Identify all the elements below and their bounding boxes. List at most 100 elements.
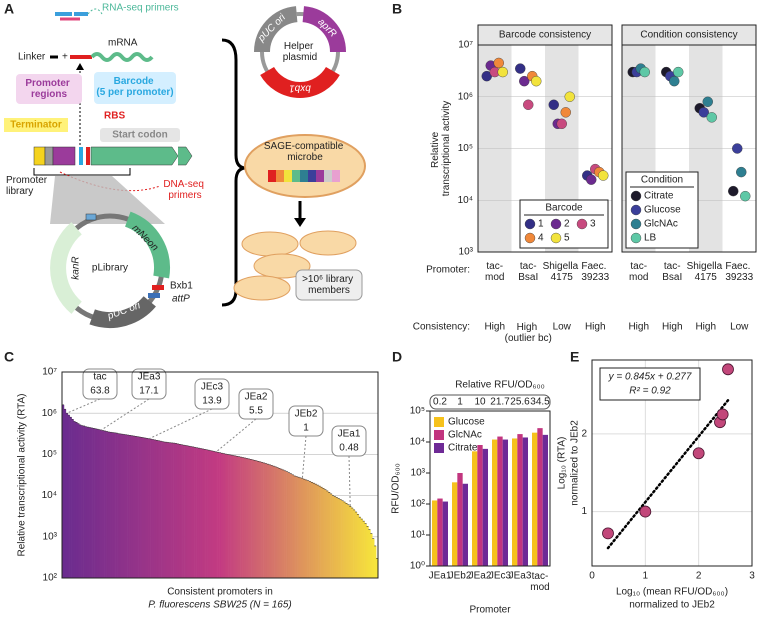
legend-swatch — [434, 443, 444, 453]
bar — [356, 514, 360, 578]
bar — [109, 432, 113, 578]
bar — [77, 423, 80, 578]
bar — [132, 435, 136, 578]
strip — [276, 170, 284, 182]
bar — [316, 485, 319, 578]
annotation-box — [288, 405, 324, 437]
bar — [219, 452, 222, 578]
panel-label: A — [4, 1, 14, 17]
axis-label: RFU/OD₆₀₀ — [391, 463, 402, 514]
label: Bxb1 — [170, 281, 193, 292]
panel-label: D — [392, 349, 402, 365]
dot — [519, 75, 530, 87]
bar — [297, 477, 300, 578]
consistency-label: High — [628, 322, 649, 333]
bar — [69, 417, 72, 578]
label: mRNA — [108, 38, 138, 49]
annotation-leader — [301, 435, 307, 479]
bar — [345, 503, 348, 578]
dot — [497, 66, 508, 78]
top-axis-value: 0.2 — [433, 397, 447, 408]
bracket — [33, 168, 131, 176]
bar — [362, 521, 365, 578]
bar — [182, 445, 185, 578]
bar — [270, 465, 273, 578]
legend-swatch — [630, 218, 642, 230]
bar — [186, 445, 189, 578]
x-tick-label: Faec. 39233 — [581, 261, 609, 283]
annotation-label: JEc3 — [201, 382, 224, 393]
bar — [263, 462, 266, 578]
bar — [211, 450, 214, 578]
dot — [673, 66, 684, 78]
bar — [299, 477, 302, 578]
bar — [333, 496, 337, 578]
bar — [542, 434, 548, 566]
label: RBS — [104, 111, 125, 122]
bar — [335, 497, 339, 578]
label: Linker — [18, 52, 46, 63]
label: RNA-seq primers — [102, 3, 179, 14]
bar — [150, 439, 153, 578]
strip — [268, 170, 276, 182]
x-tick-label: tac-BsaI — [662, 261, 682, 283]
bar — [224, 454, 228, 578]
bar — [98, 429, 101, 578]
annotation-label: tac — [93, 372, 106, 383]
x-tick-label: Shigella 4175 — [543, 261, 581, 283]
label: Start codon — [112, 130, 168, 141]
legend-label: 4 — [538, 233, 544, 244]
x-tick-label: 3 — [749, 571, 755, 582]
bar — [102, 430, 105, 578]
annotation-leader — [66, 398, 101, 414]
plasmid-segment — [253, 6, 298, 53]
bar — [276, 467, 279, 578]
mrna — [90, 52, 154, 62]
bar — [96, 429, 99, 578]
colony — [233, 275, 291, 301]
bar — [442, 501, 448, 566]
label: attP — [172, 294, 190, 305]
bar — [205, 449, 208, 578]
x-tick-label: JEa2 — [469, 571, 492, 582]
bar — [192, 446, 195, 578]
bar — [92, 428, 95, 578]
legend-title: Condition — [641, 175, 683, 186]
strip — [332, 170, 340, 182]
bar — [322, 488, 325, 578]
x-tick-label: JEc3 — [489, 571, 512, 582]
gene — [90, 146, 179, 166]
legend-swatch — [630, 204, 642, 216]
consistency-label: High (outlier bc) — [505, 322, 552, 344]
bar — [217, 452, 220, 578]
bar — [305, 479, 308, 578]
point — [692, 447, 705, 460]
annotation-leader — [148, 408, 213, 440]
bar — [152, 439, 155, 578]
top-axis-value: 34.5 — [530, 397, 550, 408]
bar — [201, 448, 205, 578]
bar — [107, 431, 111, 578]
legend-swatch — [434, 417, 444, 427]
bar — [65, 413, 69, 578]
point — [639, 505, 652, 518]
y-axis-label: Log₁₀ (RTA) — [557, 437, 568, 490]
legend-label: 1 — [538, 219, 544, 230]
consistency-label: High — [585, 322, 606, 333]
plasmid-segment — [260, 66, 340, 98]
bar — [245, 458, 249, 578]
legend-label: Citrate — [644, 191, 674, 202]
bar — [79, 424, 82, 578]
bar — [180, 444, 183, 578]
y-tick-label: 10⁴ — [458, 195, 473, 206]
legend-label: GlcNAc — [644, 219, 678, 230]
annotation-value: 1 — [303, 423, 309, 434]
bar — [236, 456, 239, 578]
x-tick-label: Shigella 4175 — [687, 261, 725, 283]
annotation-box — [238, 388, 274, 420]
consistency-label: High — [695, 322, 716, 333]
dot — [556, 118, 567, 130]
bar — [148, 438, 151, 578]
site — [152, 285, 164, 290]
bar — [238, 456, 241, 578]
